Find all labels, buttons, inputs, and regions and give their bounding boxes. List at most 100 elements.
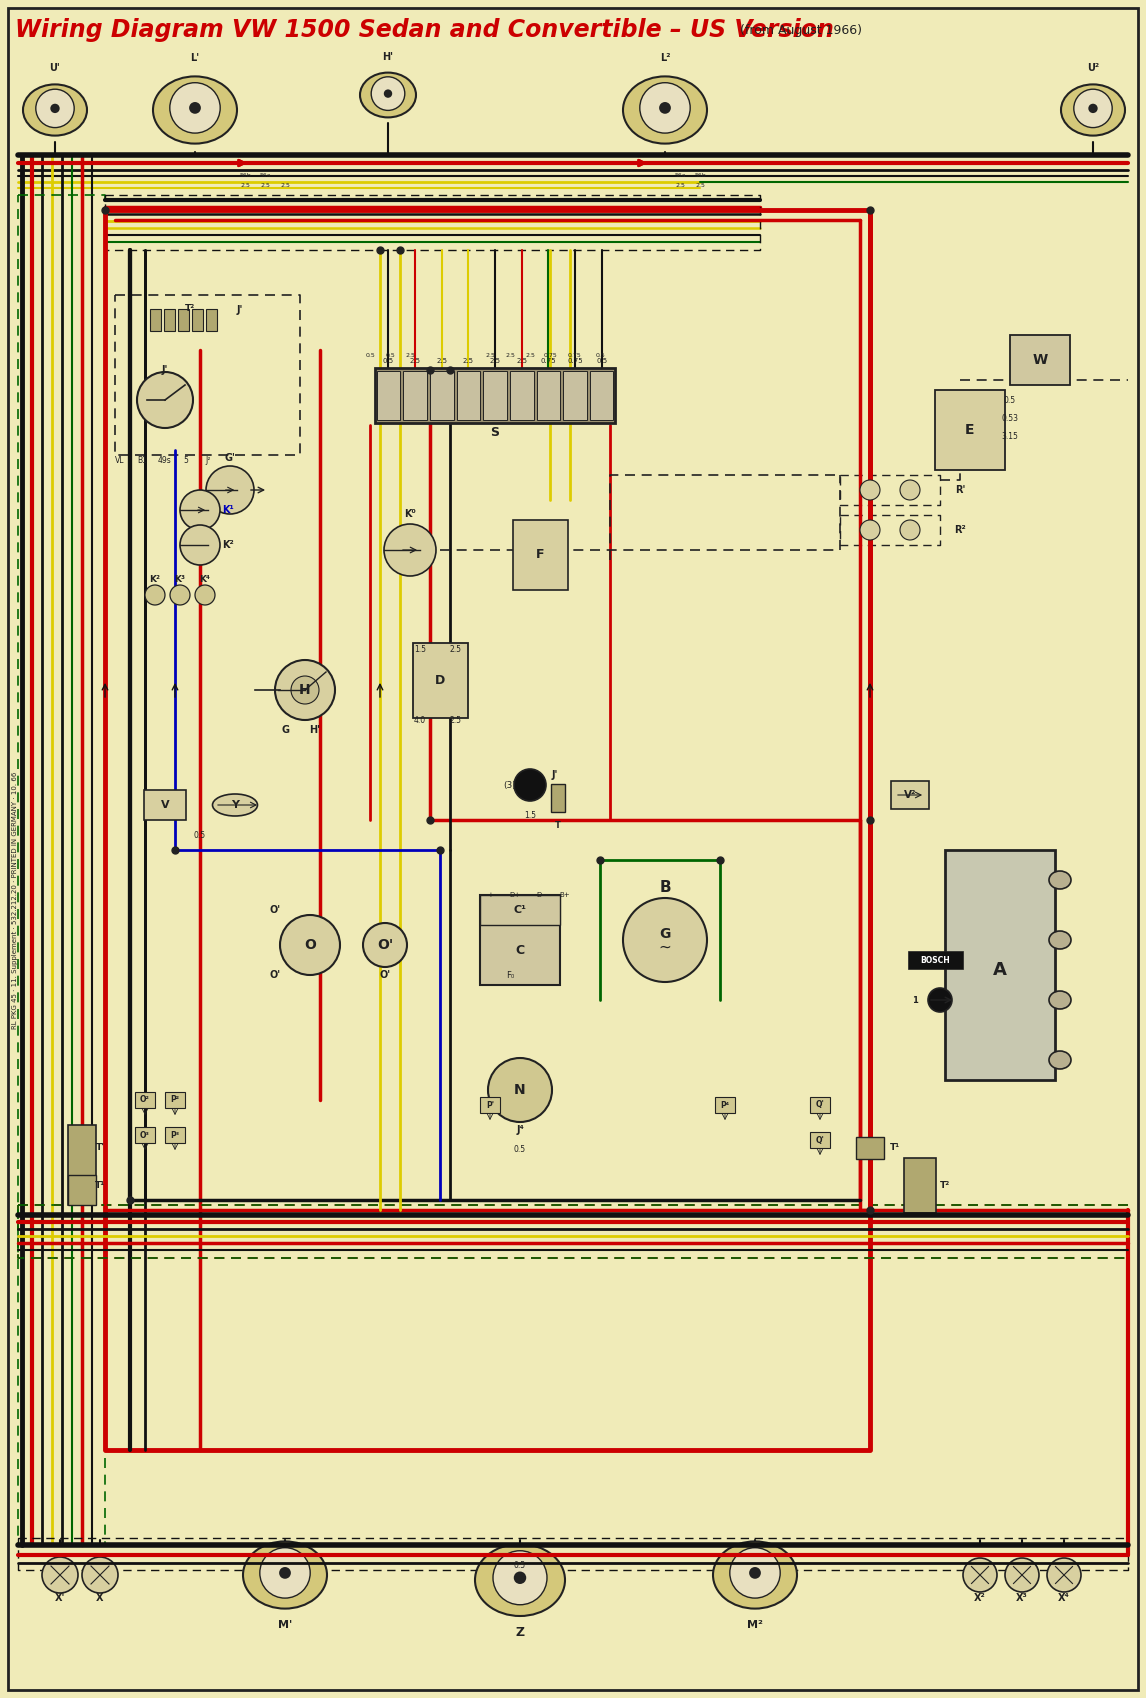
Circle shape: [146, 586, 165, 604]
Circle shape: [170, 586, 190, 604]
Text: G: G: [659, 927, 670, 941]
Ellipse shape: [23, 85, 87, 136]
Text: 0.5: 0.5: [194, 830, 206, 839]
Text: K²: K²: [149, 576, 160, 584]
Text: 49s: 49s: [157, 455, 171, 465]
Text: J⁴: J⁴: [516, 1126, 524, 1134]
Text: 0.75: 0.75: [568, 353, 582, 358]
Text: 2.5: 2.5: [485, 353, 495, 358]
Text: B1: B1: [138, 455, 147, 465]
Bar: [144, 790, 186, 820]
Bar: [1010, 335, 1070, 385]
Text: H': H': [383, 53, 393, 63]
Text: O²: O²: [140, 1095, 150, 1104]
Ellipse shape: [360, 73, 416, 117]
Text: J': J': [237, 306, 243, 316]
Ellipse shape: [1061, 85, 1125, 136]
Circle shape: [280, 1567, 290, 1577]
Text: 2.5: 2.5: [260, 182, 270, 187]
Bar: [935, 391, 1005, 470]
Text: P³: P³: [171, 1131, 180, 1139]
Text: O': O': [269, 970, 281, 980]
Text: 2.5: 2.5: [240, 182, 250, 187]
Circle shape: [260, 1547, 311, 1598]
Text: 5: 5: [183, 455, 188, 465]
Text: K¹: K¹: [222, 504, 234, 514]
Text: V: V: [160, 800, 170, 810]
Circle shape: [493, 1550, 547, 1605]
Text: 0.5: 0.5: [596, 358, 607, 363]
Text: X': X': [55, 1593, 65, 1603]
Circle shape: [206, 465, 254, 514]
Circle shape: [900, 520, 920, 540]
Bar: [456, 370, 480, 419]
Bar: [165, 1092, 185, 1109]
Text: 3.15: 3.15: [1002, 431, 1019, 440]
Text: M²: M²: [747, 1620, 763, 1630]
Bar: [164, 309, 174, 331]
Bar: [904, 1158, 936, 1212]
Text: L²: L²: [660, 53, 670, 63]
Bar: [908, 951, 963, 970]
Circle shape: [170, 83, 220, 132]
Text: 0.5: 0.5: [595, 353, 605, 358]
Bar: [135, 1127, 155, 1143]
Circle shape: [1005, 1559, 1039, 1593]
Text: 0.75: 0.75: [541, 358, 556, 363]
Text: T¹: T¹: [95, 1180, 105, 1190]
Text: 1.5: 1.5: [414, 645, 426, 654]
Bar: [165, 1127, 185, 1143]
Text: H': H': [309, 725, 321, 735]
Text: (from August 1966): (from August 1966): [740, 24, 862, 36]
Circle shape: [1089, 105, 1097, 112]
Circle shape: [384, 525, 435, 576]
Text: 2.5: 2.5: [675, 182, 685, 187]
Text: V²: V²: [904, 790, 917, 800]
Bar: [430, 370, 454, 419]
Text: 1.5: 1.5: [524, 810, 536, 820]
Text: 0.5: 0.5: [383, 358, 394, 363]
Ellipse shape: [713, 1542, 796, 1608]
Text: 0.5: 0.5: [385, 353, 395, 358]
Bar: [810, 1133, 830, 1148]
Bar: [135, 1092, 155, 1109]
Bar: [563, 370, 587, 419]
Text: B: B: [659, 880, 670, 895]
Circle shape: [52, 105, 58, 112]
Text: P': P': [486, 1100, 494, 1109]
Circle shape: [1074, 90, 1113, 127]
Circle shape: [928, 988, 952, 1012]
Text: F₀: F₀: [505, 971, 515, 980]
Text: (3): (3): [503, 781, 517, 790]
Bar: [480, 895, 560, 925]
Text: +: +: [487, 891, 493, 898]
Bar: [178, 309, 188, 331]
Ellipse shape: [623, 76, 707, 144]
Circle shape: [900, 481, 920, 499]
Text: P⁴: P⁴: [721, 1100, 730, 1109]
Bar: [480, 1097, 500, 1112]
Text: 2.5: 2.5: [449, 715, 461, 725]
Text: U': U': [49, 63, 61, 73]
Circle shape: [639, 83, 690, 132]
Circle shape: [180, 491, 220, 530]
Text: D: D: [434, 674, 445, 686]
Text: 56a: 56a: [259, 173, 270, 178]
Bar: [890, 781, 929, 808]
Text: D+: D+: [510, 891, 520, 898]
Circle shape: [730, 1547, 780, 1598]
Text: 0.5: 0.5: [366, 353, 375, 358]
Text: Q': Q': [816, 1136, 824, 1144]
Bar: [205, 309, 217, 331]
Circle shape: [83, 1557, 118, 1593]
Text: T': T': [95, 1143, 104, 1153]
Text: T²: T²: [185, 304, 195, 312]
Bar: [715, 1097, 735, 1112]
Text: 0.5: 0.5: [513, 1146, 526, 1155]
Text: T¹: T¹: [890, 1143, 900, 1153]
Text: K³: K³: [174, 576, 186, 584]
Text: P²: P²: [171, 1095, 180, 1104]
Text: U²: U²: [1086, 63, 1099, 73]
Circle shape: [515, 769, 545, 801]
Bar: [536, 370, 560, 419]
